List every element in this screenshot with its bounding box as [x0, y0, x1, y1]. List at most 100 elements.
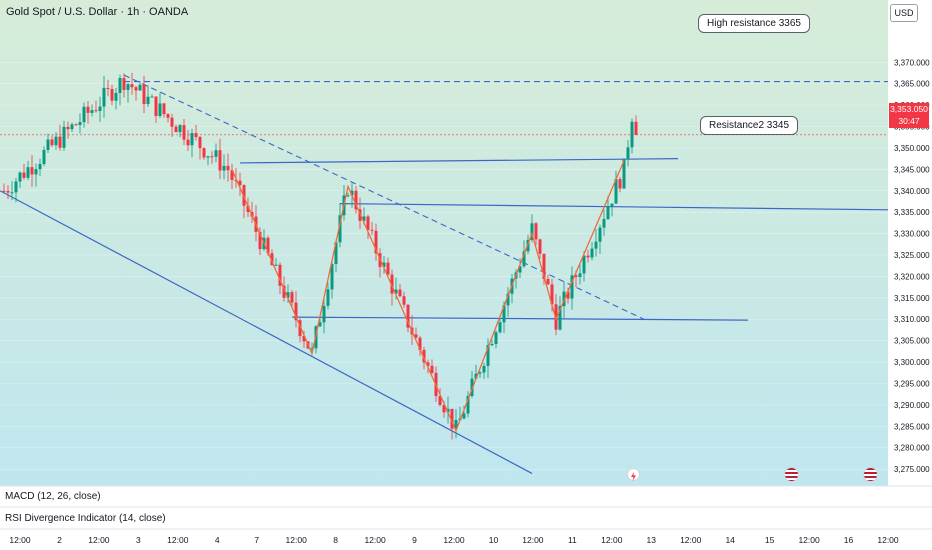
candle	[74, 124, 78, 126]
candle	[414, 334, 418, 338]
candle	[366, 216, 370, 230]
price-tick-label: 3,325.000	[894, 251, 930, 260]
candle	[398, 289, 402, 297]
chart-title: Gold Spot / U.S. Dollar · 1h · OANDA	[6, 6, 189, 18]
candle	[402, 296, 406, 305]
rsi-label[interactable]: RSI Divergence Indicator (14, close)	[5, 513, 166, 524]
candle	[174, 126, 178, 133]
time-tick-label: 4	[215, 535, 220, 545]
candle	[322, 305, 326, 323]
candle	[162, 103, 166, 115]
candle	[294, 302, 298, 321]
candle	[206, 156, 210, 158]
candle	[6, 190, 10, 193]
candle	[274, 264, 278, 266]
us-flag-event-icon[interactable]	[863, 467, 878, 482]
time-tick-label: 7	[254, 535, 259, 545]
candle	[570, 275, 574, 299]
price-tick-label: 3,350.000	[894, 144, 930, 153]
candle	[218, 150, 222, 171]
current-price-tag: 3,353.050	[889, 103, 929, 116]
candle	[86, 106, 90, 113]
candle	[298, 320, 302, 337]
price-tick-label: 3,345.000	[894, 165, 930, 174]
candle	[490, 344, 494, 346]
time-tick-label: 14	[725, 535, 735, 545]
candle	[154, 96, 158, 117]
candle	[22, 172, 26, 178]
candle	[442, 405, 446, 413]
currency-button[interactable]: USD	[890, 4, 918, 22]
price-tick-label: 3,300.000	[894, 358, 930, 367]
macd-pane	[0, 486, 932, 506]
candle	[538, 239, 542, 254]
candle	[598, 227, 602, 242]
time-tick-label: 12:00	[877, 535, 899, 545]
candle	[30, 167, 34, 175]
candle	[362, 216, 366, 221]
time-tick-label: 3	[136, 535, 141, 545]
candle	[226, 165, 230, 171]
time-tick-label: 11	[568, 535, 577, 545]
time-axis-bg	[0, 529, 932, 550]
us-flag-event-icon[interactable]	[784, 467, 799, 482]
candle	[138, 84, 142, 91]
candle	[158, 103, 162, 117]
candle	[146, 96, 150, 105]
candle	[542, 253, 546, 279]
candle	[118, 78, 122, 93]
candle	[114, 92, 118, 101]
candle	[310, 348, 314, 350]
candle	[574, 275, 578, 277]
candle	[590, 248, 594, 258]
candle	[338, 215, 342, 243]
price-tick-label: 3,275.000	[894, 465, 930, 474]
lightning-event-icon[interactable]	[627, 468, 640, 481]
candle	[502, 305, 506, 323]
candle	[94, 110, 98, 112]
candle	[190, 133, 194, 146]
candle	[182, 125, 186, 140]
candle	[610, 203, 614, 207]
candle	[186, 139, 190, 146]
candle	[18, 172, 22, 182]
candle	[166, 114, 170, 118]
candle	[422, 350, 426, 363]
candle	[198, 137, 202, 149]
high-resistance-callout[interactable]: High resistance 3365	[698, 14, 810, 33]
candle	[466, 396, 470, 414]
candle	[222, 165, 226, 171]
resistance2-line	[239, 158, 679, 164]
candle	[374, 230, 378, 254]
candle	[178, 125, 182, 133]
candle	[106, 87, 110, 89]
candle	[38, 164, 42, 170]
macd-label[interactable]: MACD (12, 26, close)	[5, 491, 101, 502]
candle	[282, 285, 286, 298]
candle	[606, 206, 610, 219]
candle	[62, 126, 66, 148]
candle	[506, 293, 510, 306]
time-tick-label: 9	[412, 535, 417, 545]
candle	[170, 117, 174, 127]
candle	[534, 223, 538, 240]
candle	[286, 292, 290, 298]
time-tick-label: 12:00	[798, 535, 820, 545]
candle	[462, 413, 466, 419]
time-tick-label: 12:00	[601, 535, 623, 545]
candle	[202, 148, 206, 158]
rsi-pane	[0, 507, 932, 529]
candle	[266, 237, 270, 254]
time-tick-label: 15	[765, 535, 775, 545]
candle	[382, 262, 386, 267]
candle	[122, 78, 126, 90]
resistance2-callout[interactable]: Resistance2 3345	[700, 116, 799, 135]
candle	[230, 170, 234, 180]
candle	[586, 255, 590, 258]
candle	[238, 180, 242, 186]
candle	[58, 136, 62, 148]
candle	[34, 169, 38, 175]
price-tick-label: 3,280.000	[894, 444, 930, 453]
time-tick-label: 12:00	[88, 535, 110, 545]
